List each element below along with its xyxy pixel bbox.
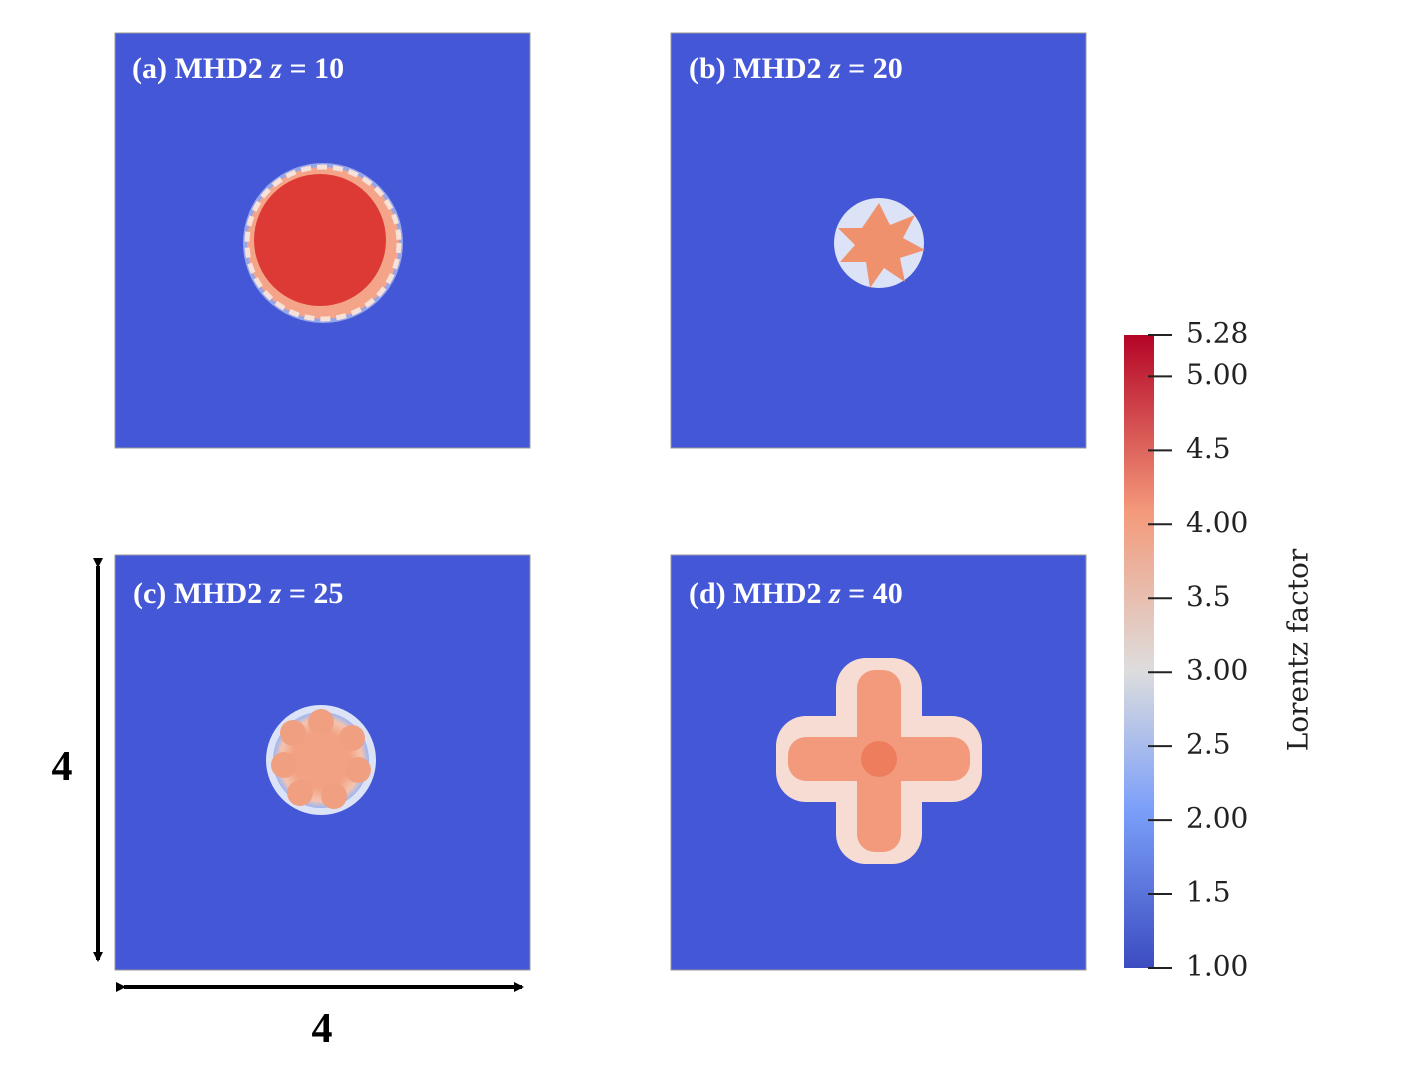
colorbar-ticks: 5.28 5.00 4.5 4.00 3.5 3.00 2.5 2.00 1.5 1.00 [1148,317,1248,983]
panel-title: (a) MHD2 z = 10 [132,52,344,85]
colorbar [1124,335,1154,968]
panel-b [670,32,1087,449]
panel-a [114,32,531,449]
panel-title: (d) MHD2 z = 40 [689,577,903,610]
panel-c [114,554,531,971]
tick-label: 1.5 [1186,876,1231,909]
jet-center [861,741,897,777]
tick-label: 2.00 [1186,802,1248,835]
tick-label: 1.00 [1186,950,1248,983]
panel-title: (c) MHD2 z = 25 [133,577,343,610]
height-label: 4 [52,744,73,790]
tick-label: 5.00 [1186,358,1248,391]
tick-label: 3.5 [1186,580,1231,613]
tick-label: 2.5 [1186,728,1231,761]
tick-label: 3.00 [1186,654,1248,687]
tick-label: 4.00 [1186,506,1248,539]
jet-core [254,174,386,306]
tick-label: 4.5 [1186,432,1231,465]
colorbar-label: Lorentz factor [1282,548,1315,751]
tick-label: 5.28 [1186,317,1248,350]
jet-core [838,203,925,288]
panel-title: (b) MHD2 z = 20 [689,52,903,85]
jet-lobes [271,709,371,809]
width-label: 4 [312,1006,333,1052]
panel-d [670,554,1087,971]
